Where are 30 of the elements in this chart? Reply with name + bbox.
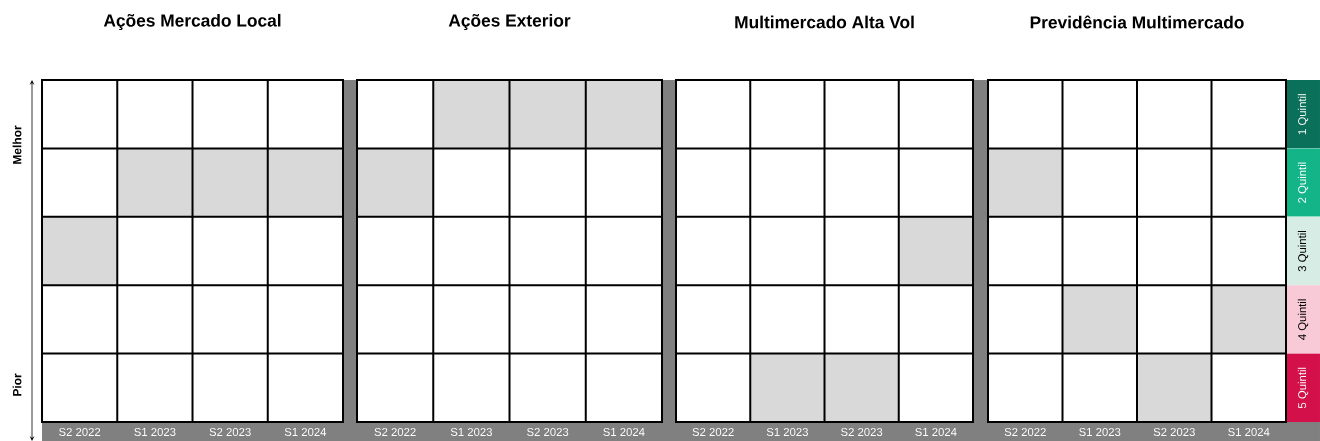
y2-tick-label: 1 Quintil bbox=[1297, 94, 1309, 135]
x-tick-label: S2 2023 bbox=[209, 427, 251, 436]
x-tick-label: S1 2023 bbox=[450, 427, 492, 436]
x-tick-label: S1 2024 bbox=[603, 427, 645, 436]
x-tick-label: S1 2024 bbox=[284, 427, 327, 436]
chart-title: Ações Mercado Local bbox=[103, 13, 281, 31]
x-tick-label: S2 2022 bbox=[1004, 427, 1046, 436]
x-tick-label: S1 2023 bbox=[1079, 427, 1121, 436]
bar bbox=[1062, 285, 1137, 354]
x-tick-label: S2 2022 bbox=[374, 427, 416, 436]
x-tick-label: S2 2023 bbox=[841, 427, 883, 436]
x-tick-label: S1 2023 bbox=[134, 427, 176, 436]
x-tick-label: S1 2024 bbox=[915, 427, 957, 436]
bar bbox=[1137, 353, 1212, 422]
chart-title: Multimercado Alta Vol bbox=[735, 15, 914, 29]
text: Pior bbox=[12, 373, 22, 396]
text: Melhor bbox=[12, 125, 22, 164]
y2-tick-label: 3 Quintil bbox=[1297, 230, 1309, 272]
bar bbox=[988, 148, 1063, 217]
y2-tick-label: 4 Quintil bbox=[1297, 299, 1309, 340]
x-tick-label: S2 2022 bbox=[692, 427, 734, 436]
x-tick-label: S2 2023 bbox=[527, 427, 569, 436]
x-tick-label: S2 2022 bbox=[59, 427, 101, 436]
y2-tick-label: 2 Quintil bbox=[1297, 162, 1309, 203]
chart-title: Previdência Multimercado bbox=[1030, 15, 1244, 29]
x-tick-label: S1 2024 bbox=[1228, 427, 1270, 436]
x-tick-label: S1 2023 bbox=[766, 427, 808, 436]
y2-tick-label: 5 Quintil bbox=[1297, 367, 1309, 409]
x-tick-label: S2 2023 bbox=[1153, 427, 1195, 436]
chart-title: Ações Exterior bbox=[448, 13, 571, 31]
